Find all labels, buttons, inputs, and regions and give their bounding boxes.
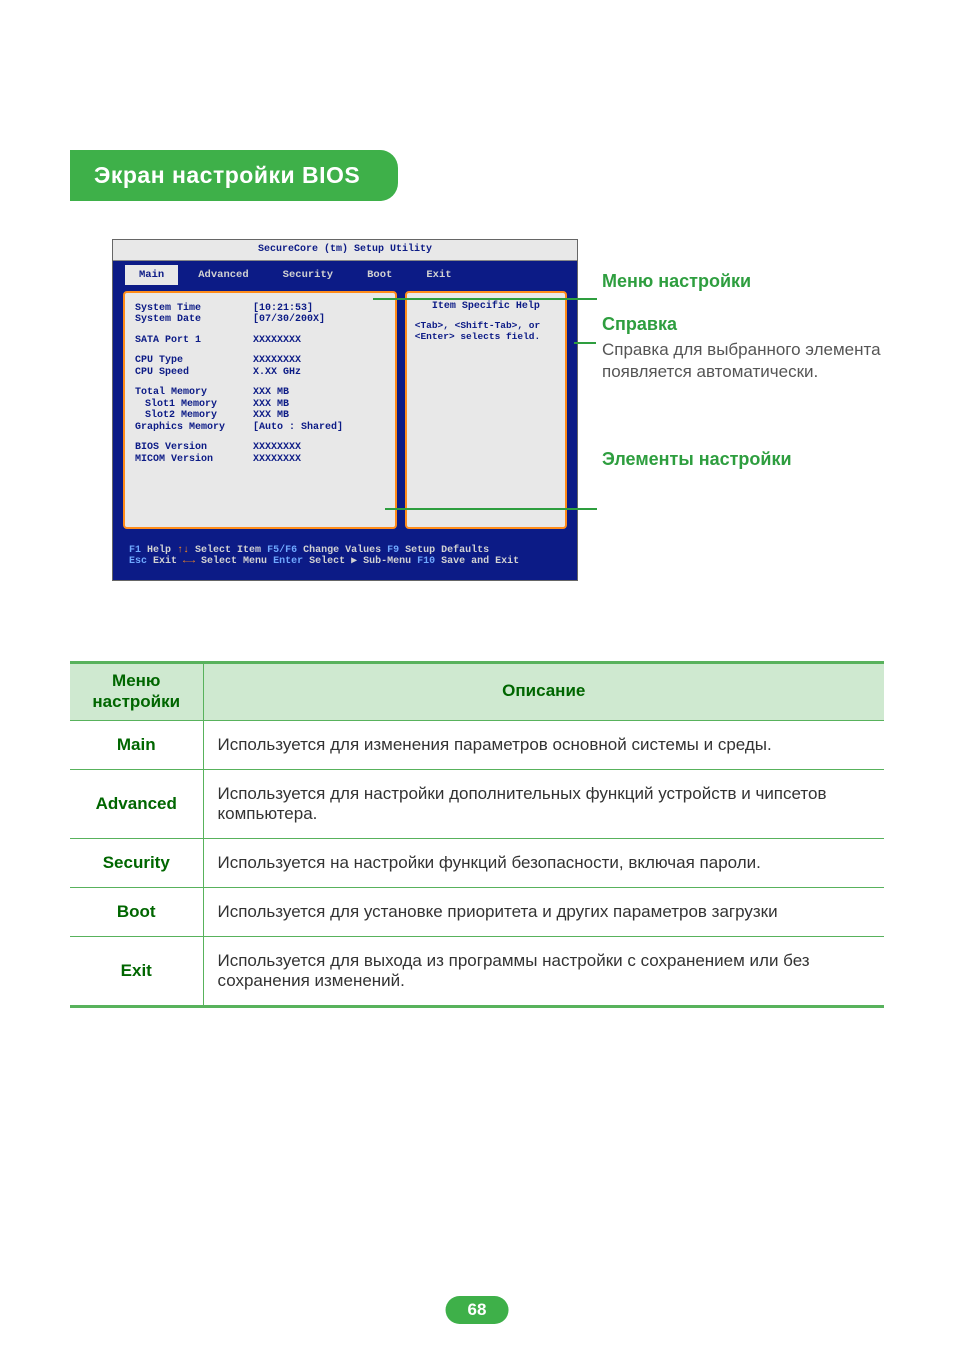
annotations-column: Меню настройки Справка Справка для выбра… [602, 239, 884, 581]
bios-items-panel: System Time[10:21:53] System Date[07/30/… [123, 291, 397, 529]
table-header-col2: Описание [203, 662, 884, 720]
table-row-desc: Используется для настройки дополнительны… [203, 769, 884, 838]
bios-tab-main[interactable]: Main [125, 265, 178, 285]
table-row-name: Main [70, 720, 203, 769]
kv-value: XXX MB [253, 387, 289, 399]
anno-items-heading: Элементы настройки [602, 449, 884, 470]
bios-footer: F1 Help ↑↓ Select Item F5/F6 Change Valu… [113, 535, 577, 580]
bios-help-panel: Item Specific Help <Tab>, <Shift-Tab>, o… [405, 291, 567, 529]
bios-footer-key: F1 [129, 545, 141, 557]
bios-tab-exit[interactable]: Exit [412, 265, 465, 285]
kv-value: X.XX GHz [253, 367, 301, 379]
table-row-desc: Используется для выхода из программы нас… [203, 936, 884, 1006]
bios-footer-key: Esc [129, 556, 147, 568]
kv-value: XXX MB [253, 410, 289, 422]
bios-help-body: <Tab>, <Shift-Tab>, or <Enter> selects f… [415, 320, 557, 343]
connector-line [385, 508, 597, 510]
kv-value: [Auto : Shared] [253, 422, 343, 434]
page-title: Экран настройки BIOS [70, 150, 398, 201]
bios-and-annotations-row: SecureCore (tm) Setup Utility Main Advan… [112, 239, 884, 581]
bios-footer-action: Exit [153, 556, 177, 567]
kv-label: SATA Port 1 [135, 335, 253, 347]
anno-menu-heading: Меню настройки [602, 271, 884, 292]
bios-footer-action: Select Menu [201, 556, 267, 567]
menu-description-table: Меню настройки Описание Main Используетс… [70, 661, 884, 1008]
table-row-name: Advanced [70, 769, 203, 838]
anno-help-text: Справка для выбранного элемента появляет… [602, 339, 884, 383]
arrows-updown-icon: ↑↓ [177, 545, 189, 557]
kv-label: System Date [135, 314, 253, 326]
bios-footer-action: Change Values [303, 545, 381, 556]
bios-footer-key: F5/F6 [267, 545, 297, 557]
bios-footer-key: F10 [417, 556, 435, 568]
kv-value: XXXXXXXX [253, 454, 301, 466]
arrows-leftright-icon: ←→ [183, 556, 195, 568]
connector-line [574, 342, 596, 344]
kv-label: Slot1 Memory [135, 399, 253, 411]
table-row-desc: Используется для установке приоритета и … [203, 887, 884, 936]
kv-label: Total Memory [135, 387, 253, 399]
kv-label: Graphics Memory [135, 422, 253, 434]
bios-footer-action: Select Item [195, 545, 261, 556]
bios-footer-action: Help [147, 545, 171, 556]
bios-tabs: Main Advanced Security Boot Exit [113, 261, 577, 285]
bios-footer-action: Select ▶ Sub-Menu [309, 556, 411, 567]
kv-value: XXXXXXXX [253, 442, 301, 454]
bios-tab-advanced[interactable]: Advanced [184, 265, 262, 285]
bios-footer-key: F9 [387, 545, 399, 557]
kv-label: Slot2 Memory [135, 410, 253, 422]
kv-value: XXX MB [253, 399, 289, 411]
table-row-desc: Используется на настройки функций безопа… [203, 838, 884, 887]
bios-window-title: SecureCore (tm) Setup Utility [113, 240, 577, 261]
bios-footer-action: Save and Exit [441, 556, 519, 567]
kv-value: XXXXXXXX [253, 335, 301, 347]
table-row-desc: Используется для изменения параметров ос… [203, 720, 884, 769]
anno-help-heading: Справка [602, 314, 884, 335]
kv-label: BIOS Version [135, 442, 253, 454]
kv-label: CPU Speed [135, 367, 253, 379]
kv-value: [07/30/200X] [253, 314, 325, 326]
bios-footer-action: Setup Defaults [405, 545, 489, 556]
kv-value: [10:21:53] [253, 303, 313, 315]
table-row-name: Security [70, 838, 203, 887]
kv-label: CPU Type [135, 355, 253, 367]
kv-value: XXXXXXXX [253, 355, 301, 367]
bios-footer-key: Enter [273, 556, 303, 568]
page-number-badge: 68 [446, 1296, 509, 1324]
connector-line [373, 298, 597, 300]
table-row-name: Boot [70, 887, 203, 936]
bios-tab-security[interactable]: Security [269, 265, 347, 285]
table-header-col1: Меню настройки [70, 662, 203, 720]
bios-window: SecureCore (tm) Setup Utility Main Advan… [112, 239, 578, 581]
kv-label: System Time [135, 303, 253, 315]
kv-label: MICOM Version [135, 454, 253, 466]
bios-tab-boot[interactable]: Boot [353, 265, 406, 285]
table-row-name: Exit [70, 936, 203, 1006]
bios-help-header: Item Specific Help [415, 301, 557, 313]
